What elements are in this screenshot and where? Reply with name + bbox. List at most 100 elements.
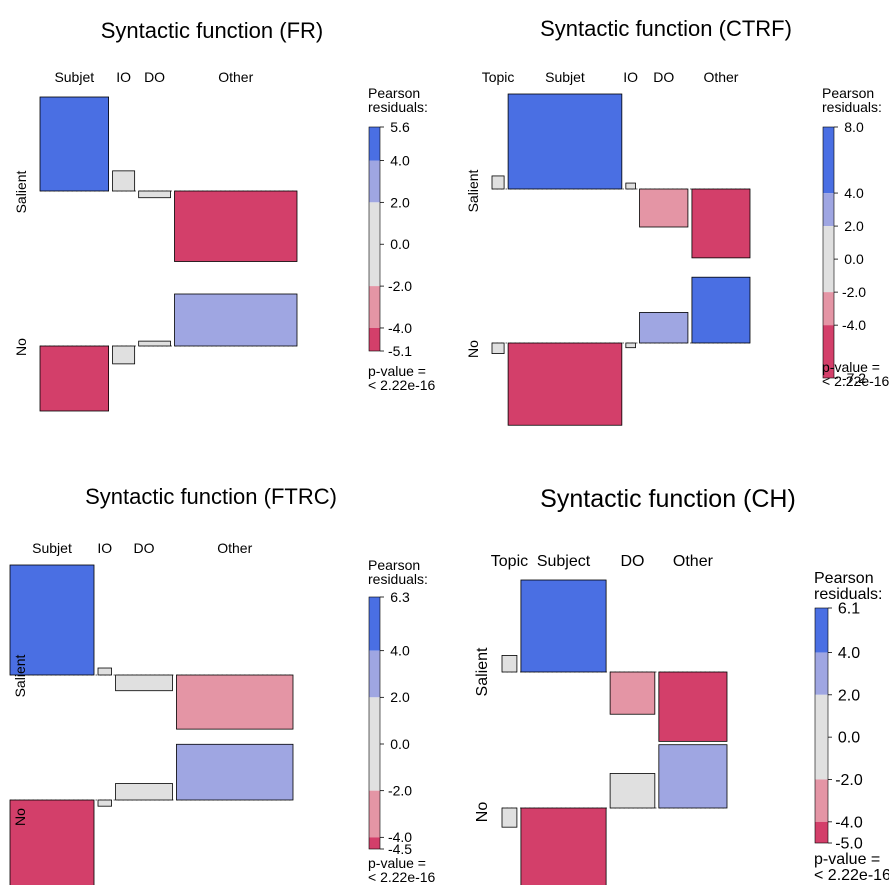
legend-band-3: [369, 790, 380, 838]
pvalue-value: < 2.22e-16: [814, 867, 889, 884]
legend-tick-label: 2.0: [390, 689, 410, 705]
legend-tick-label: -2.0: [388, 278, 412, 294]
legend-tick-label: -4.0: [388, 320, 412, 336]
tile-salient-do: [115, 674, 173, 692]
row-label-salient: Salient: [13, 170, 29, 213]
legend-title-line2: residuals:: [368, 99, 428, 115]
legend-tick-label: -4.0: [842, 317, 866, 333]
row-label-salient: Salient: [465, 169, 481, 212]
row-label-no: No: [474, 802, 491, 823]
legend-bar-frame: [368, 596, 381, 850]
tile-no-subjet: [39, 345, 109, 412]
legend-tick-label: 0.0: [838, 730, 860, 747]
tile-no-subjet: [9, 799, 95, 885]
tile-no-do: [138, 340, 171, 347]
legend-tick-label: -4.0: [388, 829, 412, 845]
tile-no-topic: [501, 807, 518, 828]
chart-title: Syntactic function (FR): [101, 18, 324, 43]
legend-tick-label: -4.5: [388, 841, 412, 857]
tile-no-topic: [491, 342, 505, 354]
tile-salient-other: [658, 671, 728, 742]
legend-tick-label: 4.0: [844, 185, 864, 201]
legend-tick-label: 4.0: [390, 152, 410, 168]
legend-band-1: [369, 650, 380, 698]
legend-tick-label: 4.0: [390, 643, 410, 659]
column-header-io: IO: [623, 69, 638, 85]
tile-salient-io: [97, 667, 112, 676]
legend-tick-label: -2.0: [835, 772, 863, 789]
legend-title-line2: residuals:: [368, 571, 428, 587]
legend-bar-frame: [814, 607, 829, 844]
pvalue-label: p-value =: [368, 363, 426, 379]
legend-bar-frame: [822, 126, 835, 379]
tile-salient-subject: [520, 579, 607, 673]
tile-salient-subjet: [507, 93, 623, 190]
tile-no-io: [112, 345, 136, 365]
column-header-io: IO: [97, 540, 112, 556]
legend-tick-label: 8.0: [844, 119, 864, 135]
tile-salient-io: [625, 182, 636, 190]
column-header-other: Other: [673, 553, 714, 570]
legend-band-3: [369, 286, 380, 328]
legend-band-4: [369, 327, 380, 351]
column-header-other: Other: [218, 69, 253, 85]
tile-salient-other: [176, 674, 294, 730]
column-header-do: DO: [134, 540, 155, 556]
chart-title: Syntactic function (CH): [540, 485, 796, 513]
tile-no-other: [691, 276, 751, 344]
legend-band-4: [815, 821, 828, 843]
legend-tick-label: 5.6: [390, 119, 410, 135]
column-header-do: DO: [653, 69, 674, 85]
tile-salient-other: [174, 190, 298, 262]
legend-band-4: [823, 325, 834, 378]
tile-no-subject: [520, 807, 607, 885]
legend-band-0: [823, 127, 834, 194]
legend-tick-label: 6.3: [390, 589, 410, 605]
tile-no-do: [639, 312, 689, 344]
column-header-subjet: Subjet: [54, 69, 94, 85]
legend-tick-label: -5.0: [835, 836, 863, 853]
tile-salient-topic: [491, 175, 505, 190]
legend-band-3: [815, 779, 828, 822]
legend-band-1: [823, 193, 834, 227]
panel-ch: Syntactic function (CH) Topic Subject DO Oth…: [474, 485, 889, 885]
column-header-subject: Subject: [537, 553, 591, 570]
tile-no-do: [609, 773, 656, 809]
pvalue-value: < 2.22e-16: [368, 869, 436, 885]
legend-tick-label: -2.0: [388, 783, 412, 799]
panel-ftrc: Syntactic function (FTRC) Subjet IO DO Other…: [9, 484, 436, 885]
column-header-topic: Topic: [482, 69, 515, 85]
legend-band-0: [369, 127, 380, 161]
pvalue-label: p-value =: [822, 359, 880, 375]
legend-title-line1: Pearson: [822, 85, 874, 101]
legend-title-line1: Pearson: [368, 85, 420, 101]
legend-tick-label: 0.0: [844, 251, 864, 267]
legend-tick-label: 6.1: [838, 601, 860, 618]
legend-tick-label: 4.0: [838, 645, 860, 662]
legend-tick-label: 2.0: [390, 194, 410, 210]
legend-band-2: [369, 202, 380, 287]
tile-salient-subjet: [39, 96, 109, 192]
legend-band-2: [823, 226, 834, 293]
column-header-do: DO: [144, 69, 165, 85]
panel-ctrf: Syntactic function (CTRF) Topic Subjet IO DO…: [465, 16, 889, 426]
pvalue-label: p-value =: [814, 851, 880, 868]
tile-no-io: [625, 342, 636, 349]
pvalue-label: p-value =: [368, 855, 426, 871]
column-header-do: DO: [620, 553, 644, 570]
pvalue-value: < 2.22e-16: [368, 377, 436, 393]
pvalue-value: < 2.22e-16: [822, 373, 889, 389]
legend-band-0: [369, 597, 380, 651]
tile-no-do: [115, 783, 173, 801]
tile-salient-topic: [501, 655, 518, 673]
legend-tick-label: -7.2: [842, 370, 866, 386]
tile-no-other: [176, 743, 294, 801]
tile-salient-io: [112, 170, 136, 192]
legend-title-line1: Pearson: [368, 557, 420, 573]
legend-bar-frame: [368, 126, 381, 352]
column-header-other: Other: [217, 540, 252, 556]
legend-title-line1: Pearson: [814, 570, 874, 587]
tile-no-other: [174, 293, 298, 347]
tile-salient-do: [138, 190, 171, 199]
